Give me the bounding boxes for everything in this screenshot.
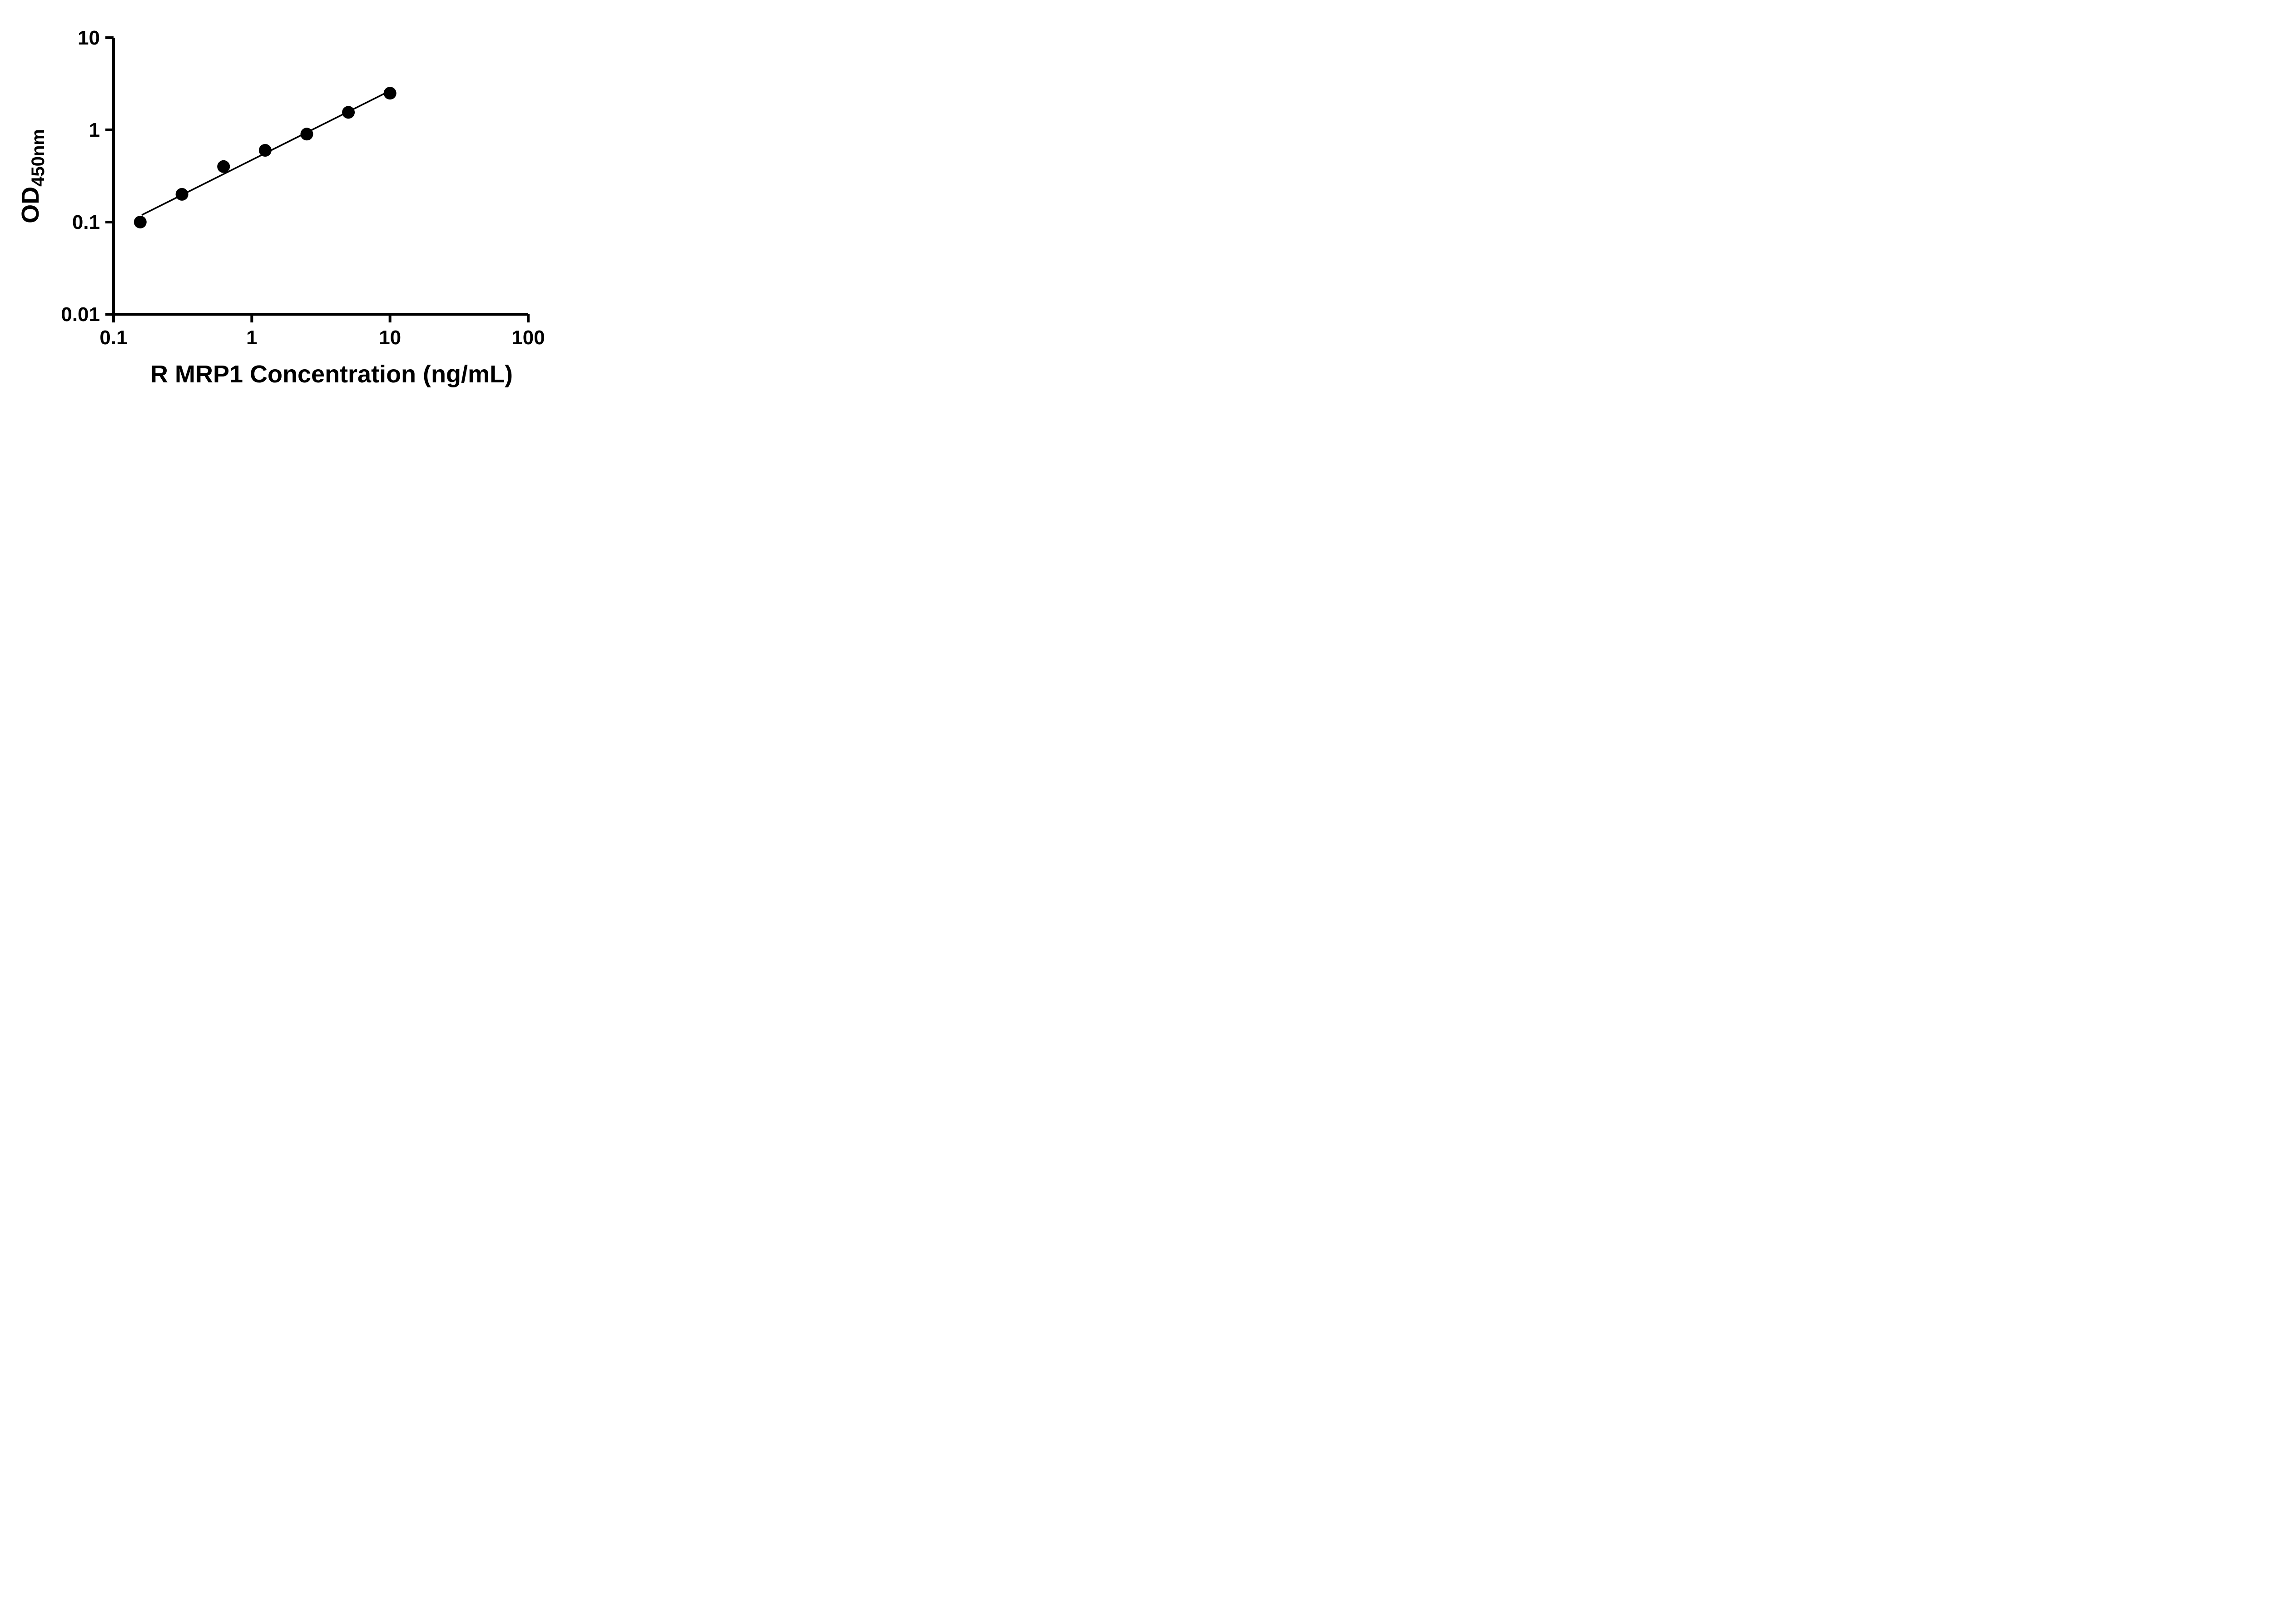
y-tick-label: 0.01 xyxy=(61,303,100,326)
y-axis-title: OD450nm xyxy=(17,129,48,223)
y-tick-label: 1 xyxy=(89,119,100,141)
y-tick-label: 10 xyxy=(78,27,100,49)
x-tick-label: 1 xyxy=(246,327,257,349)
data-point xyxy=(300,128,313,141)
x-tick-label: 0.1 xyxy=(99,327,127,349)
data-point xyxy=(383,87,397,100)
axis-spine xyxy=(112,38,528,316)
data-point xyxy=(342,106,355,119)
data-point xyxy=(134,216,147,228)
y-axis-title-subscript: 450nm xyxy=(28,129,48,187)
x-tick-label: 10 xyxy=(379,327,401,349)
data-point xyxy=(258,144,272,157)
y-tick-label: 0.1 xyxy=(72,211,100,233)
data-point xyxy=(175,188,188,201)
x-axis-title: R MRP1 Concentration (ng/mL) xyxy=(150,361,513,388)
data-point xyxy=(217,160,230,173)
data-series-layer xyxy=(134,87,397,228)
y-axis-title-main: OD xyxy=(17,187,44,223)
elisa-standard-curve-page: 0.1 1 10 100 0.01 0.1 1 10 R MRP1 Concentration… xyxy=(0,0,584,406)
x-tick-label: 100 xyxy=(511,327,545,349)
